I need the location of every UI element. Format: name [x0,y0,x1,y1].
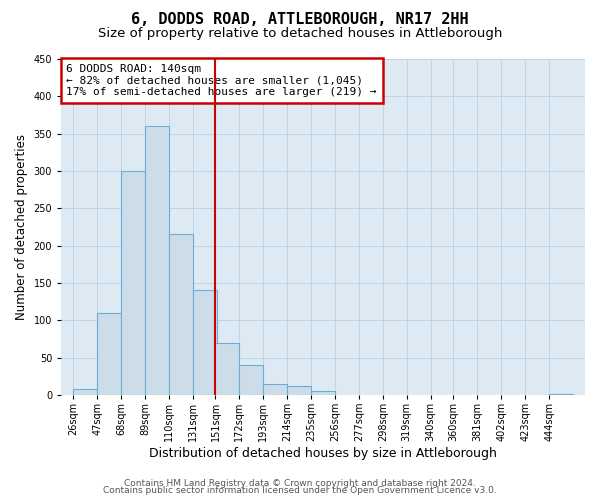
Bar [549,394,573,395]
Bar [311,390,335,395]
X-axis label: Distribution of detached houses by size in Attleborough: Distribution of detached houses by size … [149,447,497,460]
Text: Size of property relative to detached houses in Attleborough: Size of property relative to detached ho… [98,28,502,40]
Text: 6 DODDS ROAD: 140sqm
← 82% of detached houses are smaller (1,045)
17% of semi-de: 6 DODDS ROAD: 140sqm ← 82% of detached h… [67,64,377,97]
Bar [121,171,145,395]
Bar [263,384,287,395]
Bar [287,386,311,395]
Y-axis label: Number of detached properties: Number of detached properties [15,134,28,320]
Bar [97,313,121,395]
Text: Contains public sector information licensed under the Open Government Licence v3: Contains public sector information licen… [103,486,497,495]
Bar [73,389,97,395]
Text: 6, DODDS ROAD, ATTLEBOROUGH, NR17 2HH: 6, DODDS ROAD, ATTLEBOROUGH, NR17 2HH [131,12,469,28]
Bar [145,126,169,395]
Bar [215,342,239,395]
Bar [169,234,193,395]
Bar [239,365,263,395]
Text: Contains HM Land Registry data © Crown copyright and database right 2024.: Contains HM Land Registry data © Crown c… [124,478,476,488]
Bar [193,290,217,395]
